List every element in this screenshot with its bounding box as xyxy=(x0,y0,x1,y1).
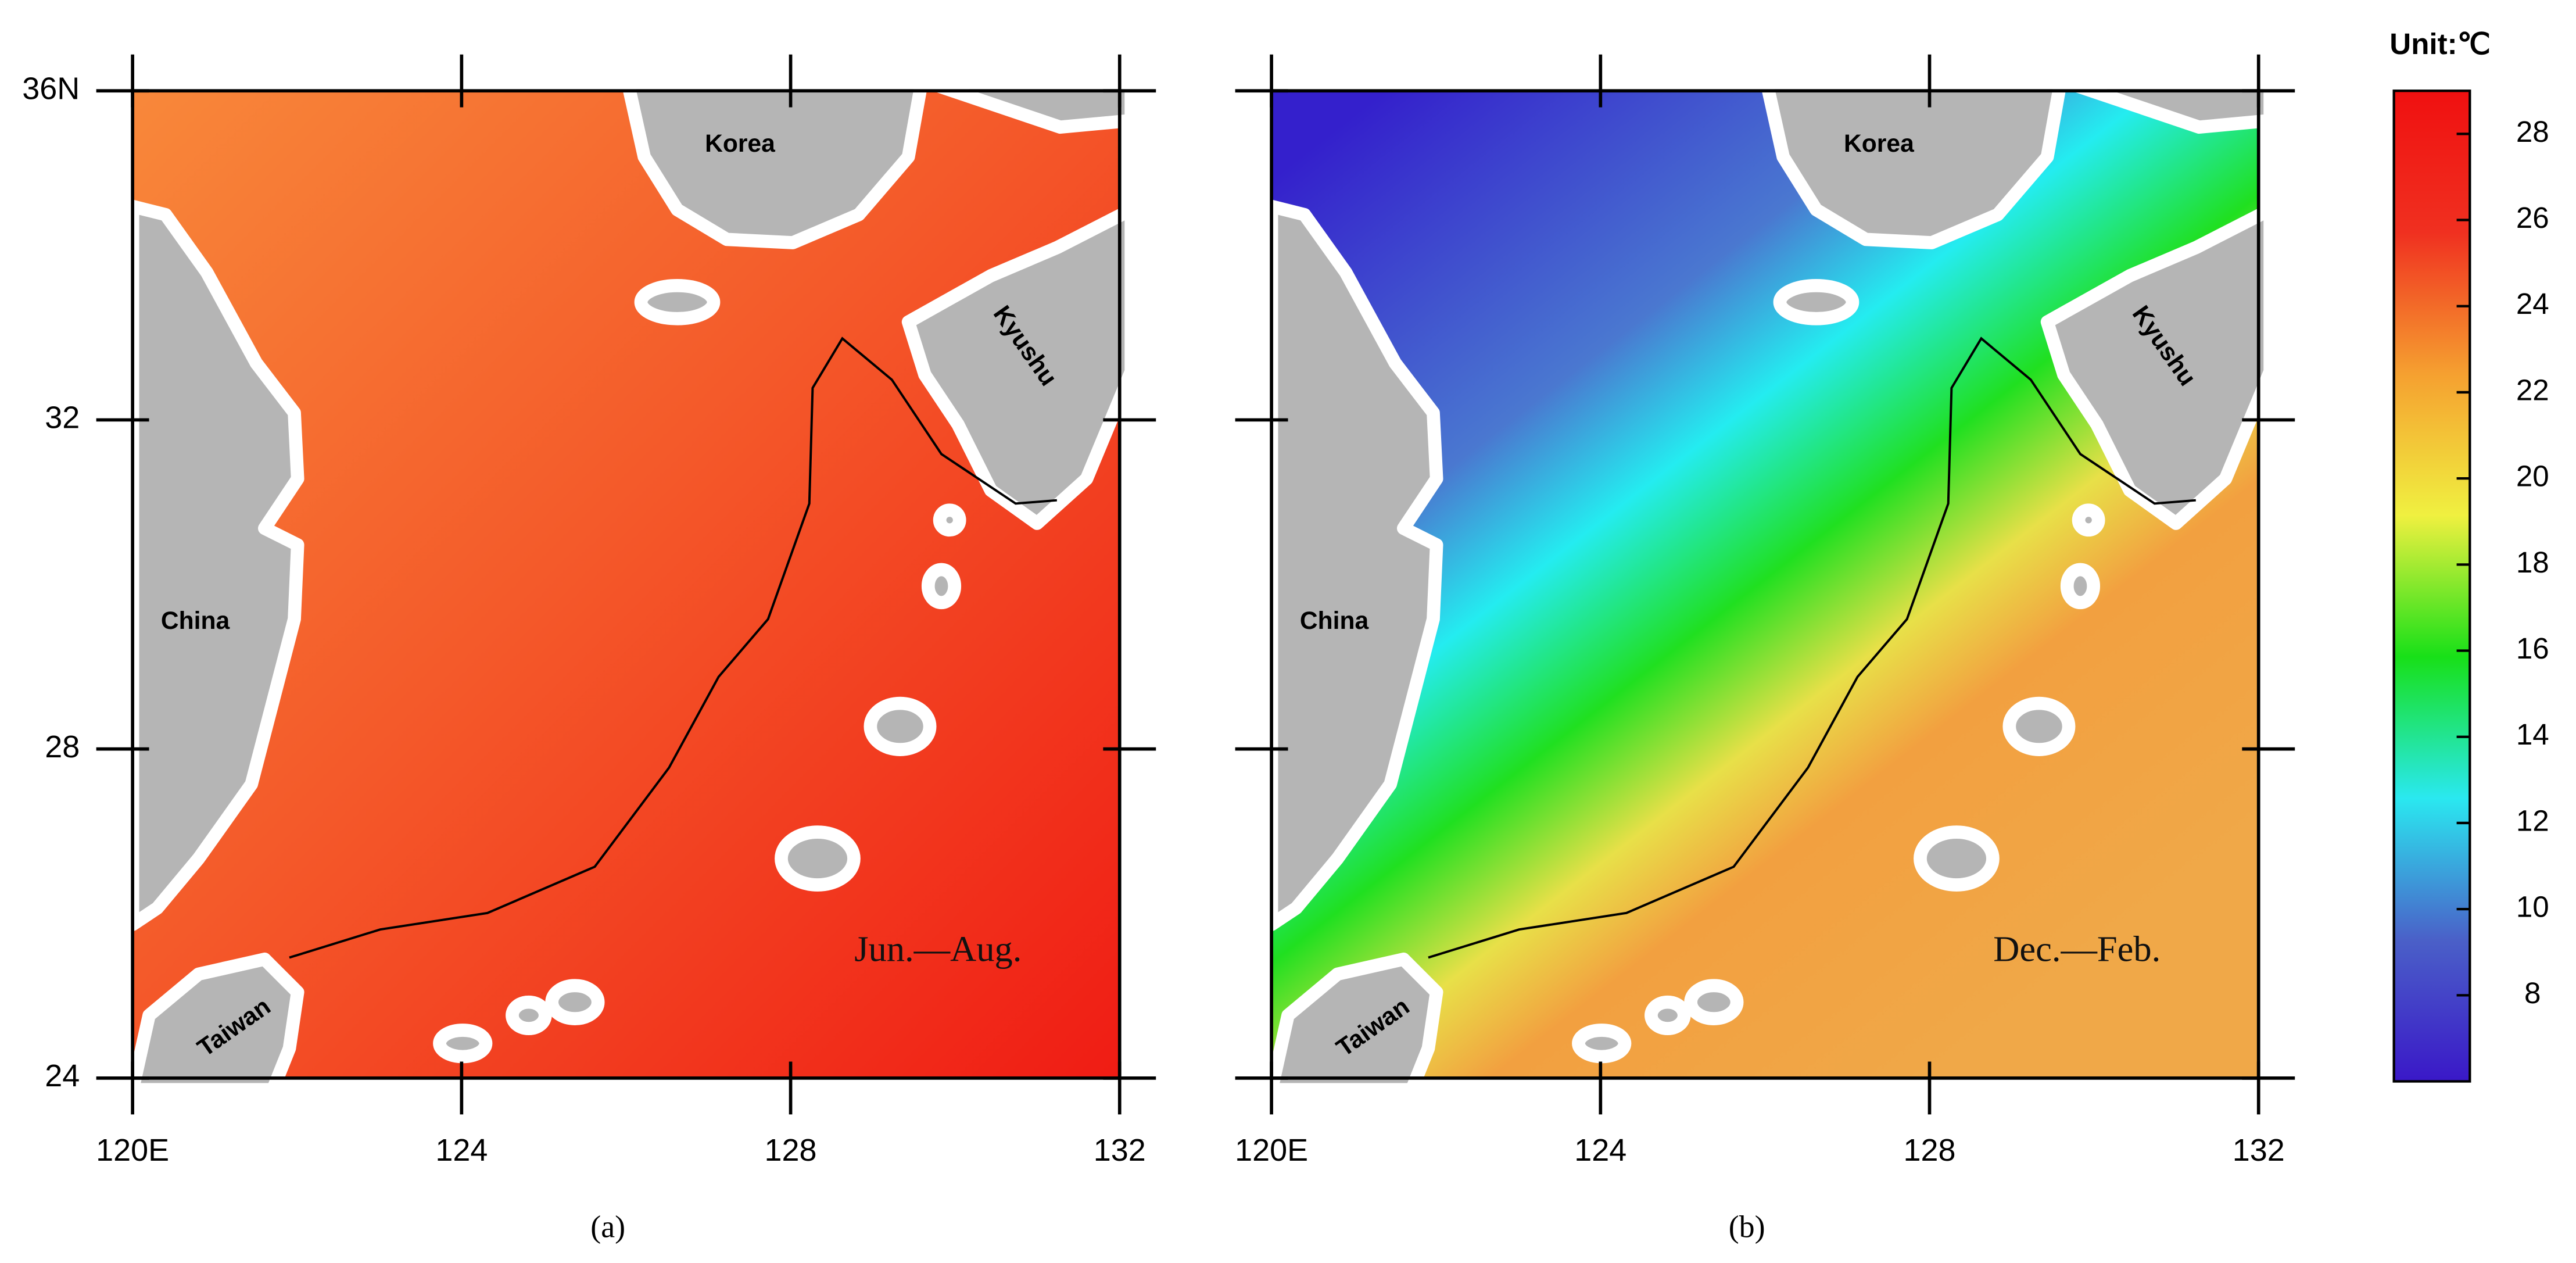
lon-tick-label: 124 xyxy=(435,1133,488,1168)
colorbar-title: Unit:℃ xyxy=(2389,27,2491,60)
lat-tick-label: 32 xyxy=(45,400,80,435)
colorbar-tick-label: 12 xyxy=(2516,804,2549,837)
colorbar-tick-label: 22 xyxy=(2516,373,2549,406)
panel-label: (a) xyxy=(590,1210,625,1244)
season-label: Dec.—Feb. xyxy=(1993,928,2161,969)
map-frame xyxy=(1270,89,2260,1080)
lon-tick-label: 124 xyxy=(1574,1133,1626,1168)
lon-tick-label: 128 xyxy=(1904,1133,1956,1168)
lon-tick-label: 120E xyxy=(96,1133,169,1168)
colorbar-tick-label: 28 xyxy=(2516,115,2549,148)
colorbar-tick-label: 26 xyxy=(2516,201,2549,234)
colorbar-tick-label: 8 xyxy=(2524,976,2541,1010)
panel-label: (b) xyxy=(1729,1210,1765,1244)
map-frame xyxy=(131,89,1122,1080)
lon-tick-label: 120E xyxy=(1235,1133,1308,1168)
season-label: Jun.—Aug. xyxy=(854,928,1022,969)
place-label: Korea xyxy=(705,130,775,158)
lat-tick-label: 36N xyxy=(22,71,80,106)
colorbar-tick-label: 24 xyxy=(2516,287,2549,320)
place-label: Korea xyxy=(1844,130,1914,158)
lon-tick-label: 132 xyxy=(2233,1133,2285,1168)
colorbar xyxy=(2392,90,2471,1083)
place-label: China xyxy=(1300,607,1369,635)
colorbar-tick-label: 10 xyxy=(2516,890,2549,924)
lat-tick-label: 28 xyxy=(45,729,80,764)
lon-tick-label: 132 xyxy=(1094,1133,1146,1168)
colorbar-tick-label: 20 xyxy=(2516,460,2549,493)
colorbar-tick-label: 14 xyxy=(2516,718,2549,751)
colorbar-tick-label: 18 xyxy=(2516,546,2549,579)
colorbar-tick-label: 16 xyxy=(2516,632,2549,665)
place-label: China xyxy=(161,607,230,635)
lat-tick-label: 24 xyxy=(45,1058,80,1093)
lon-tick-label: 128 xyxy=(765,1133,817,1168)
